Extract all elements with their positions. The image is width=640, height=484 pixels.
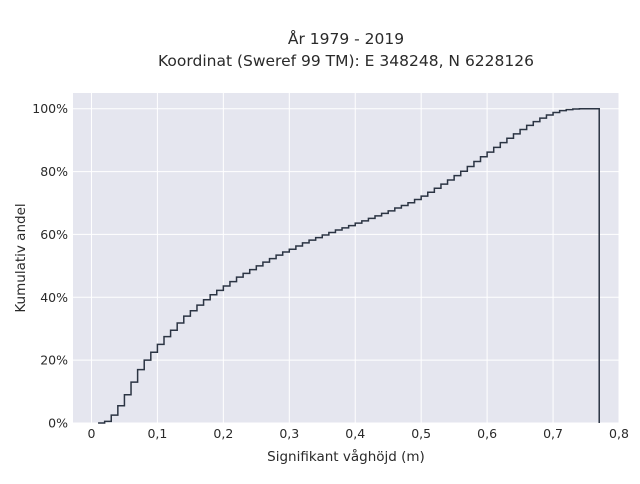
cumulative-step-line [98, 107, 600, 424]
x-tick-label: 0,7 [543, 426, 563, 441]
x-tick-label: 0,2 [213, 426, 233, 441]
y-axis-title: Kumulativ andel [13, 203, 29, 312]
x-tick-label: 0,8 [609, 426, 629, 441]
y-tick-label: 100% [32, 101, 68, 116]
tick-labels: 0 0,1 0,2 0,3 0,4 0,5 0,6 0,7 0,8 0% 20% 40% 60% 80% 1… [32, 101, 629, 441]
x-axis-title: Signifikant våghöjd (m) [267, 448, 425, 465]
x-tick-label: 0,5 [411, 426, 431, 441]
series-layer [98, 107, 600, 424]
x-tick-label: 0,1 [147, 426, 167, 441]
y-tick-label: 40% [40, 290, 68, 305]
grid [73, 93, 620, 424]
y-tick-label: 0% [48, 416, 68, 431]
y-tick-label: 60% [40, 227, 68, 242]
x-tick-label: 0 [87, 426, 95, 441]
chart-title-line-1: År 1979 - 2019 [288, 29, 404, 48]
y-tick-label: 80% [40, 164, 68, 179]
chart-title-line-2: Koordinat (Sweref 99 TM): E 348248, N 62… [158, 52, 534, 70]
y-tick-label: 20% [40, 353, 68, 368]
plot-background [73, 93, 619, 423]
x-tick-label: 0,3 [279, 426, 299, 441]
x-tick-label: 0,6 [477, 426, 497, 441]
x-tick-label: 0,4 [345, 426, 365, 441]
